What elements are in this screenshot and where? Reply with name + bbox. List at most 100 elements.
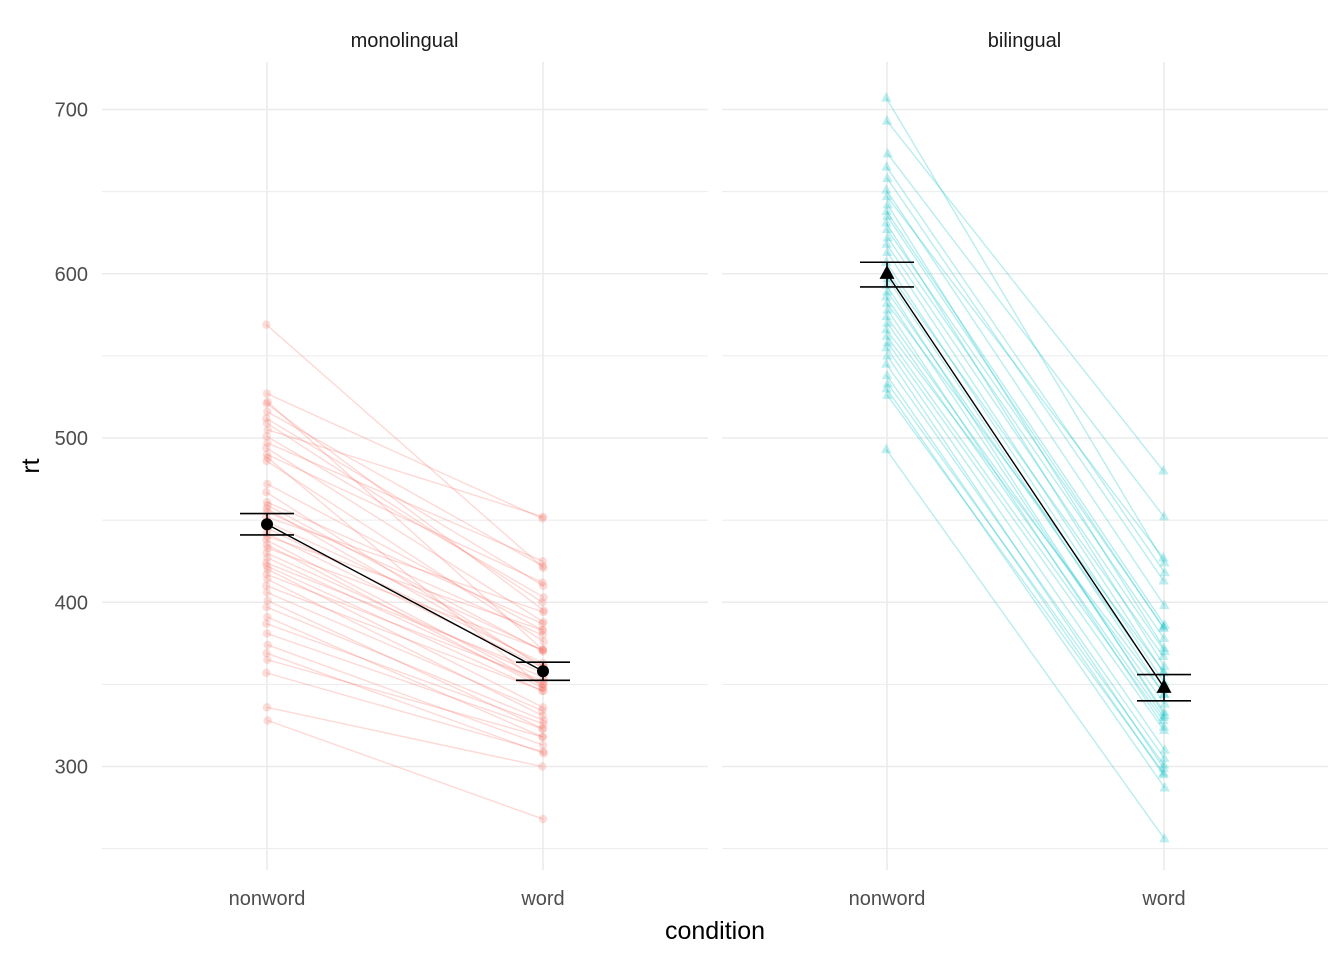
subject-point bbox=[262, 488, 271, 497]
subject-point bbox=[539, 749, 548, 758]
subject-point bbox=[1158, 464, 1169, 475]
subject-line bbox=[266, 622, 544, 725]
subject-point bbox=[262, 548, 271, 558]
subject-point bbox=[538, 711, 547, 720]
subject-point bbox=[263, 655, 272, 664]
subject-line bbox=[886, 316, 1166, 705]
subject-point bbox=[882, 231, 893, 242]
subject-point bbox=[1158, 632, 1170, 642]
subject-point bbox=[263, 397, 272, 407]
facet-strip-label: bilingual bbox=[988, 30, 1061, 52]
subject-point bbox=[1158, 551, 1169, 562]
subject-point bbox=[538, 514, 547, 523]
subject-point bbox=[262, 561, 272, 571]
subject-point bbox=[538, 625, 547, 635]
subject-point bbox=[1159, 706, 1170, 716]
subject-point bbox=[882, 285, 893, 296]
subject-point bbox=[263, 640, 272, 650]
subject-line bbox=[266, 402, 545, 612]
subject-point bbox=[881, 382, 892, 393]
subject-point bbox=[539, 719, 548, 728]
subject-point bbox=[539, 747, 548, 756]
subject-line bbox=[886, 210, 1166, 626]
subject-point bbox=[538, 556, 547, 566]
subject-point bbox=[882, 336, 893, 347]
subject-point bbox=[1158, 714, 1169, 725]
subject-line bbox=[887, 383, 1165, 766]
subject-point bbox=[538, 578, 547, 587]
subject-point bbox=[262, 540, 272, 549]
subject-point bbox=[538, 732, 547, 742]
subject-line bbox=[267, 411, 543, 567]
subject-line bbox=[885, 329, 1165, 695]
subject-point bbox=[538, 645, 548, 655]
subject-point bbox=[1159, 832, 1170, 843]
subject-point bbox=[263, 501, 272, 510]
subject-point bbox=[881, 330, 893, 340]
subject-point bbox=[538, 724, 547, 733]
subject-line bbox=[267, 401, 544, 651]
subject-point bbox=[262, 419, 272, 428]
subject-point bbox=[1159, 556, 1170, 567]
subject-point bbox=[882, 210, 893, 220]
subject-line bbox=[887, 309, 1165, 728]
subject-point bbox=[881, 310, 892, 321]
subject-line bbox=[267, 527, 544, 664]
subject-point bbox=[538, 703, 548, 712]
subject-point bbox=[262, 456, 271, 466]
subject-line bbox=[266, 521, 543, 651]
subject-point bbox=[1159, 619, 1170, 629]
subject-point bbox=[262, 443, 271, 453]
subject-line bbox=[886, 291, 1165, 687]
subject-line bbox=[266, 585, 544, 692]
subject-point bbox=[538, 647, 548, 656]
subject-line bbox=[266, 591, 543, 712]
subject-line bbox=[887, 237, 1165, 639]
grid-layer bbox=[102, 62, 1328, 870]
subject-line bbox=[266, 706, 543, 768]
subject-line bbox=[266, 508, 545, 667]
subject-line bbox=[267, 547, 544, 651]
subject-point bbox=[262, 570, 271, 579]
subject-point bbox=[881, 358, 892, 368]
subject-point bbox=[882, 317, 893, 327]
subject-point bbox=[881, 256, 892, 266]
subject-line bbox=[266, 632, 543, 730]
subject-point bbox=[881, 238, 892, 248]
subject-point bbox=[538, 645, 548, 655]
subject-line bbox=[267, 616, 543, 738]
subject-point bbox=[881, 223, 893, 233]
subject-line bbox=[266, 501, 543, 625]
summary-layer bbox=[240, 261, 1191, 702]
subject-line bbox=[886, 252, 1165, 674]
subject-point bbox=[1159, 599, 1170, 610]
subject-point bbox=[538, 732, 547, 742]
subject-line bbox=[266, 573, 544, 682]
subject-line bbox=[265, 417, 544, 587]
subject-point bbox=[882, 147, 893, 158]
subject-point bbox=[262, 648, 271, 658]
subject-point bbox=[538, 740, 548, 750]
subject-point bbox=[1158, 620, 1169, 631]
subject-point bbox=[262, 602, 271, 612]
subject-point bbox=[1158, 510, 1170, 521]
subject-point bbox=[538, 625, 547, 635]
subject-line bbox=[266, 422, 543, 603]
facet-strip-label: monolingual bbox=[351, 30, 459, 52]
subject-line bbox=[266, 606, 544, 722]
subject-line bbox=[266, 435, 545, 598]
subject-point bbox=[262, 668, 271, 678]
subject-point bbox=[263, 407, 272, 416]
subject-line bbox=[267, 457, 544, 689]
subject-point bbox=[1159, 709, 1170, 720]
subject-line bbox=[885, 222, 1165, 667]
subject-point bbox=[882, 389, 893, 399]
subject-line bbox=[886, 215, 1165, 629]
subject-point bbox=[539, 716, 548, 725]
subject-point bbox=[881, 115, 893, 125]
subject-point bbox=[881, 184, 892, 194]
subject-point bbox=[1158, 758, 1170, 769]
mean-point bbox=[1156, 679, 1172, 693]
subject-point bbox=[538, 645, 547, 655]
